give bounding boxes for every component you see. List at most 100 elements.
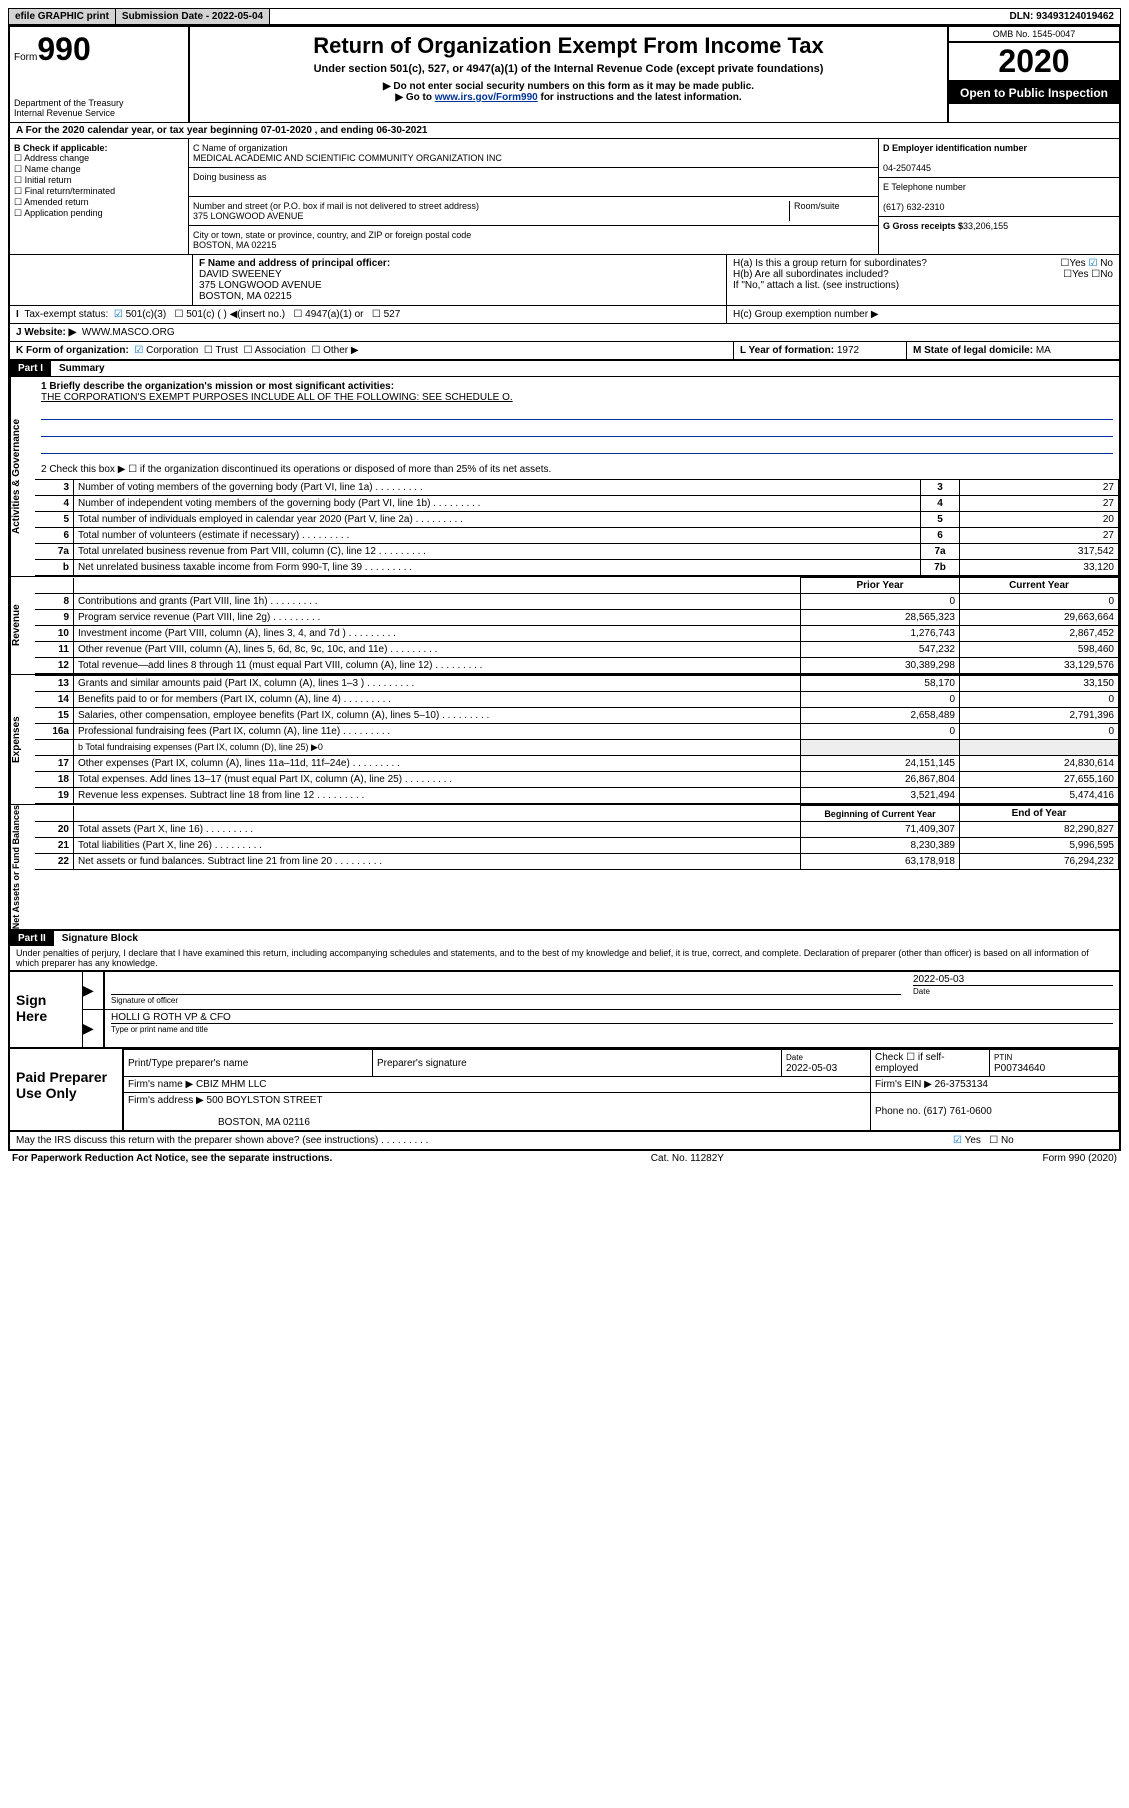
note2-pre: ▶ Go to [395, 92, 434, 103]
expenses-label: Expenses [10, 675, 35, 804]
chk-address[interactable]: Address change [14, 153, 89, 163]
dln: DLN: 93493124019462 [1003, 9, 1120, 24]
date-label: Date [913, 987, 930, 996]
cat-no: Cat. No. 11282Y [651, 1153, 724, 1164]
arrow-icon-2: ▶ [83, 1010, 105, 1047]
Hb-yes[interactable]: Yes [1072, 269, 1088, 280]
officer-name: DAVID SWEENEY [199, 269, 282, 280]
self-employed-check[interactable]: Check ☐ if self-employed [871, 1050, 990, 1077]
part2-title: Signature Block [54, 931, 146, 946]
arrow-icon: ▶ [83, 972, 105, 1009]
top-bar: efile GRAPHIC print Submission Date - 20… [8, 8, 1121, 25]
addr-label: Number and street (or P.O. box if mail i… [193, 201, 479, 211]
opt-501c[interactable]: 501(c) ( ) ◀(insert no.) [186, 309, 285, 320]
form-label: Form [14, 52, 37, 63]
prep-name-label: Print/Type preparer's name [124, 1050, 373, 1077]
year-formed: 1972 [837, 345, 859, 356]
chk-initial[interactable]: Initial return [14, 175, 72, 185]
revenue-label: Revenue [10, 577, 35, 674]
Ha-no: No [1100, 258, 1113, 269]
efile-button[interactable]: efile GRAPHIC print [9, 9, 116, 24]
omb-number: OMB No. 1545-0047 [949, 27, 1119, 43]
netassets-table: Beginning of Current YearEnd of Year20To… [35, 805, 1119, 870]
phone: (617) 632-2310 [883, 202, 945, 212]
Hb-no[interactable]: No [1100, 269, 1113, 280]
chk-name[interactable]: Name change [14, 164, 81, 174]
opt-assoc[interactable]: Association [255, 345, 306, 356]
website[interactable]: WWW.MASCO.ORG [82, 327, 175, 338]
E-label: E Telephone number [883, 182, 966, 192]
mission-text: THE CORPORATION'S EXEMPT PURPOSES INCLUD… [41, 392, 513, 403]
firm-ein: 26-3753134 [935, 1079, 988, 1090]
open-inspection: Open to Public Inspection [949, 82, 1119, 104]
part1-title: Summary [51, 361, 113, 376]
prep-date-label: Date [786, 1053, 803, 1062]
netassets-label: Net Assets or Fund Balances [10, 805, 35, 929]
submission-date: Submission Date - 2022-05-04 [116, 9, 270, 24]
irs-label: Internal Revenue Service [14, 108, 184, 118]
room-label: Room/suite [789, 201, 874, 221]
gross-receipts: 33,206,155 [963, 221, 1008, 231]
form990-link[interactable]: www.irs.gov/Form990 [435, 92, 538, 103]
J-label: J Website: ▶ [16, 327, 76, 338]
chk-final[interactable]: Final return/terminated [14, 186, 115, 196]
officer-addr2: BOSTON, MA 02215 [199, 291, 292, 302]
opt-527[interactable]: 527 [384, 309, 401, 320]
opt-501c3: 501(c)(3) [126, 309, 167, 320]
org-name: MEDICAL ACADEMIC AND SCIENTIFIC COMMUNIT… [193, 153, 502, 163]
chk-amended[interactable]: Amended return [14, 197, 89, 207]
sig-officer-label: Signature of officer [111, 996, 178, 1005]
H-note: If "No," attach a list. (see instruction… [733, 280, 1113, 291]
ptin: P00734640 [994, 1063, 1045, 1074]
discuss-yes[interactable] [953, 1135, 965, 1146]
prep-date: 2022-05-03 [786, 1063, 837, 1074]
section-B: B Check if applicable: Address change Na… [10, 139, 189, 254]
firm-ein-label: Firm's EIN ▶ [875, 1079, 932, 1090]
M-label: M State of legal domicile: [913, 345, 1033, 356]
part2-header: Part II [10, 931, 54, 946]
Ha-yes[interactable]: Yes [1069, 258, 1085, 269]
opt-trust[interactable]: Trust [215, 345, 237, 356]
q1-label: 1 Briefly describe the organization's mi… [41, 381, 394, 392]
governance-label: Activities & Governance [10, 377, 35, 576]
expenses-table: 13Grants and similar amounts paid (Part … [35, 675, 1119, 804]
dept-treasury: Department of the Treasury [14, 98, 184, 108]
type-label: Type or print name and title [111, 1025, 208, 1034]
paid-preparer-label: Paid Preparer Use Only [10, 1049, 123, 1130]
ein: 04-2507445 [883, 163, 931, 173]
form-subtitle: Under section 501(c), 527, or 4947(a)(1)… [196, 63, 941, 75]
opt-other[interactable]: Other ▶ [323, 345, 358, 356]
paperwork-notice: For Paperwork Reduction Act Notice, see … [12, 1153, 332, 1164]
form-title: Return of Organization Exempt From Incom… [196, 33, 941, 59]
F-label: F Name and address of principal officer: [199, 258, 390, 269]
form-version: Form 990 (2020) [1043, 1153, 1117, 1164]
firm-name-label: Firm's name ▶ [128, 1079, 193, 1090]
firm-phone: (617) 761-0600 [923, 1106, 991, 1117]
ptin-label: PTIN [994, 1053, 1012, 1062]
governance-table: 3Number of voting members of the governi… [35, 479, 1119, 576]
B-label: B Check if applicable: [14, 143, 108, 153]
form-number: 990 [37, 31, 90, 67]
note-ssn: ▶ Do not enter social security numbers o… [196, 81, 941, 92]
chk-corp[interactable] [134, 345, 146, 356]
firm-addr-label: Firm's address ▶ [128, 1095, 204, 1106]
Ha-no-checked[interactable] [1088, 258, 1100, 269]
q2-text: 2 Check this box ▶ ☐ if the organization… [35, 460, 1119, 479]
opt-4947[interactable]: 4947(a)(1) or [305, 309, 363, 320]
opt-corp: Corporation [146, 345, 198, 356]
prep-sig-label: Preparer's signature [373, 1050, 782, 1077]
section-A: A For the 2020 calendar year, or tax yea… [10, 122, 1119, 138]
tax-year: 2020 [949, 43, 1119, 82]
form-990-page: Form990 Department of the Treasury Inter… [8, 25, 1121, 1151]
firm-phone-label: Phone no. [875, 1106, 921, 1117]
firm-addr1: 500 BOYLSTON STREET [207, 1095, 323, 1106]
discuss-label: May the IRS discuss this return with the… [16, 1135, 378, 1146]
chk-501c3[interactable] [114, 309, 126, 320]
Hc-label: H(c) Group exemption number ▶ [727, 306, 1119, 323]
firm-addr2: BOSTON, MA 02116 [218, 1117, 310, 1128]
city-label: City or town, state or province, country… [193, 230, 471, 240]
firm-name: CBIZ MHM LLC [196, 1079, 267, 1090]
chk-pending[interactable]: Application pending [14, 208, 103, 218]
K-label: K Form of organization: [16, 345, 129, 356]
officer-printed-name: HOLLI G ROTH VP & CFO [111, 1012, 1113, 1024]
